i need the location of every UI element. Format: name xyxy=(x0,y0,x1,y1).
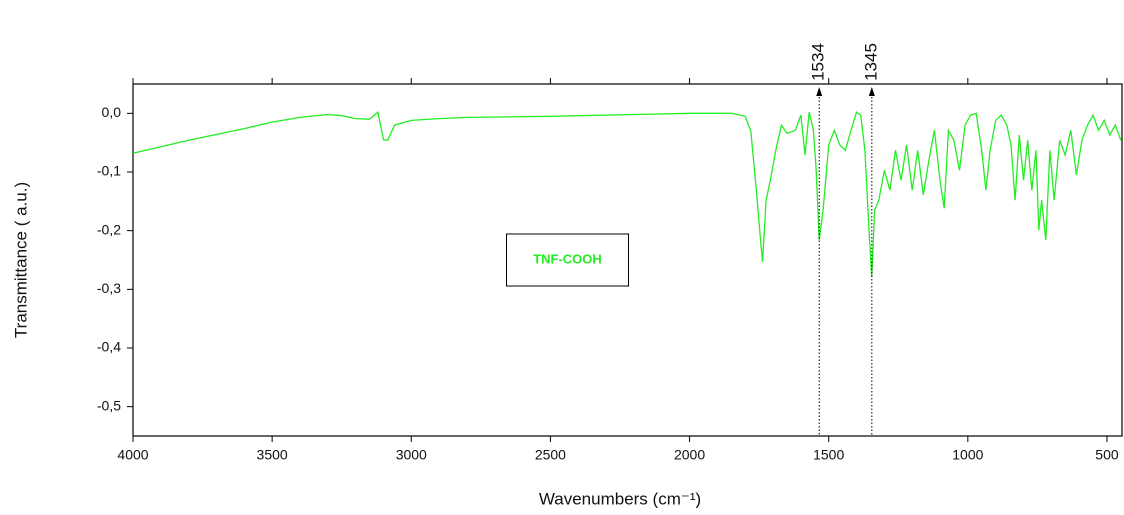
annotation-label: 1345 xyxy=(861,43,880,81)
x-tick-label: 2500 xyxy=(535,447,566,463)
legend-label: TNF-COOH xyxy=(533,251,602,266)
x-tick-label: 1000 xyxy=(952,447,983,463)
y-axis-label: Transmittance ( a.u.) xyxy=(11,182,30,338)
y-tick-label: 0,0 xyxy=(102,104,122,120)
x-tick-label: 500 xyxy=(1095,447,1119,463)
annotation-arrow xyxy=(816,87,823,96)
y-tick-label: -0,2 xyxy=(97,221,121,237)
y-tick-label: -0,5 xyxy=(97,397,121,413)
x-tick-label: 4000 xyxy=(117,447,148,463)
y-tick-label: -0,1 xyxy=(97,163,121,179)
y-tick-label: -0,3 xyxy=(97,280,121,296)
spectrum-line xyxy=(132,111,1122,278)
x-axis-label: Wavenumbers (cm⁻¹) xyxy=(539,489,701,508)
x-tick-label: 3000 xyxy=(396,447,427,463)
annotation-label: 1534 xyxy=(809,43,828,81)
x-tick-label: 1500 xyxy=(813,447,844,463)
x-tick-label: 2000 xyxy=(674,447,705,463)
y-tick-label: -0,4 xyxy=(97,339,121,355)
plot-frame xyxy=(132,83,1123,437)
annotation-arrow xyxy=(868,87,875,96)
x-tick-label: 3500 xyxy=(257,447,288,463)
legend-box xyxy=(506,233,629,287)
